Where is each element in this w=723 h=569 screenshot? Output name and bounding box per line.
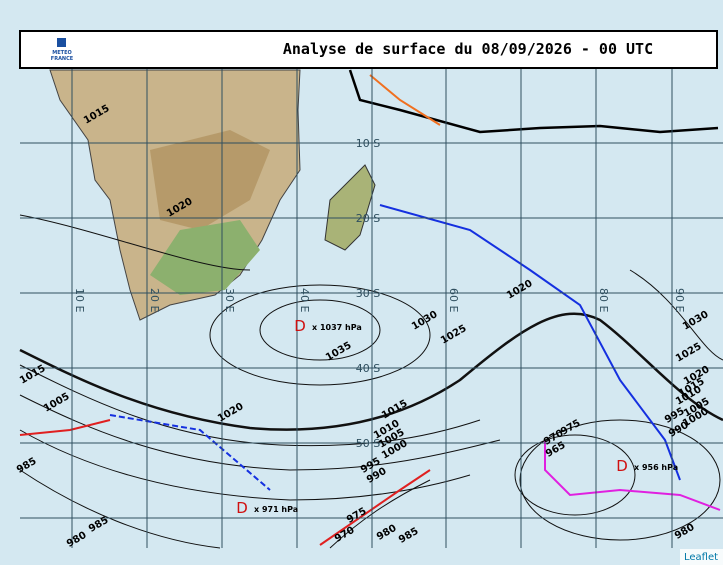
latitude-label: 50 S bbox=[356, 437, 380, 450]
logo-text: METEO bbox=[52, 50, 71, 56]
logo-text: FRANCE bbox=[51, 56, 74, 62]
longitude-label: 20 E bbox=[148, 288, 161, 312]
itcz-line bbox=[348, 69, 719, 134]
isobars bbox=[19, 214, 723, 549]
madagascar bbox=[324, 164, 376, 251]
longitude-label: 40 E bbox=[298, 288, 311, 312]
title: Analyse de surface du 08/09/2026 - 00 UT… bbox=[283, 40, 653, 58]
attribution-bg bbox=[680, 549, 723, 565]
warm-front bbox=[319, 469, 431, 546]
longitude-label: 90 E bbox=[673, 288, 686, 312]
cold-front bbox=[379, 204, 681, 481]
trough bbox=[369, 74, 441, 126]
longitude-label: 80 E bbox=[597, 288, 610, 312]
center-symbol: D bbox=[294, 317, 306, 335]
occluded-front bbox=[544, 440, 721, 511]
cold-front bbox=[109, 414, 271, 491]
center-symbol: D bbox=[236, 499, 248, 517]
title-box bbox=[19, 30, 718, 69]
latitude-label: 40 S bbox=[356, 362, 380, 375]
longitude-label: 30 E bbox=[223, 288, 236, 312]
center-symbol: D bbox=[616, 457, 628, 475]
graticule bbox=[20, 68, 723, 548]
center-label: x 1037 hPa bbox=[312, 323, 362, 332]
highlands bbox=[150, 130, 270, 230]
attribution[interactable]: Leaflet bbox=[684, 552, 718, 563]
logo-icon bbox=[57, 38, 66, 47]
longitude-label: 60 E bbox=[447, 288, 460, 312]
center-label: x 971 hPa bbox=[254, 505, 298, 514]
longitude-label: 10 E bbox=[73, 288, 86, 312]
lowlands bbox=[150, 220, 260, 295]
latitude-label: 30 S bbox=[356, 287, 380, 300]
latitude-label: 10 S bbox=[356, 137, 380, 150]
warm-front bbox=[19, 419, 111, 436]
center-label: x 956 hPa bbox=[634, 463, 678, 472]
fronts bbox=[19, 74, 721, 546]
latitude-label: 20 S bbox=[356, 212, 380, 225]
